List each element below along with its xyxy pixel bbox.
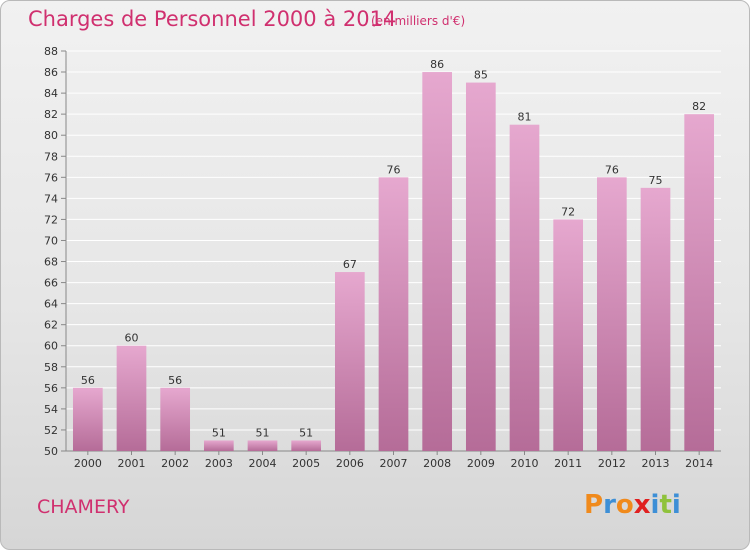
bar-2001 [116,345,147,451]
x-tick-label-2012: 2012 [598,457,626,470]
bar-2004 [247,440,278,451]
y-tick-label: 62 [44,319,58,332]
y-tick-label: 58 [44,361,58,374]
bar-2000 [72,387,103,451]
data-label-2001: 60 [125,332,139,345]
logo-letter: x [633,490,651,520]
place-name: CHAMERY [37,496,130,518]
y-tick-label: 66 [44,277,58,290]
y-tick-label: 60 [44,340,58,353]
bar-2005 [291,440,322,451]
y-tick-label: 68 [44,256,58,269]
y-tick-label: 50 [44,445,58,458]
logo-letter: i [650,490,660,520]
x-tick-label-2009: 2009 [467,457,495,470]
bar-2013 [640,187,671,451]
data-label-2000: 56 [81,374,95,387]
x-tick-label-2003: 2003 [205,457,233,470]
chart-subtitle: (en milliers d'€) [371,14,466,28]
bar-2007 [378,177,409,451]
data-label-2008: 86 [430,58,444,71]
bar-2010 [509,124,540,452]
bar-2014 [684,114,715,451]
data-label-2003: 51 [212,426,226,439]
y-tick-label: 88 [44,45,58,58]
x-tick-label-2006: 2006 [336,457,364,470]
bar-2009 [465,82,496,451]
data-label-2014: 82 [692,100,706,113]
y-tick-label: 86 [44,66,58,79]
x-tick-label-2004: 2004 [249,457,277,470]
y-tick-label: 74 [44,192,58,205]
bar-2011 [553,219,584,451]
bars [72,72,715,452]
data-label-2012: 76 [605,163,619,176]
x-tick-label-2000: 2000 [74,457,102,470]
bar-2006 [334,272,365,451]
data-label-2013: 75 [649,174,663,187]
bar-2008 [422,72,453,451]
logo-letter: t [659,490,672,520]
y-tick-label: 64 [44,298,58,311]
data-labels: 56 60 56 51 51 51 67 76 86 85 81 72 76 75 82 [81,58,706,439]
x-tick-label-2007: 2007 [380,457,408,470]
y-tick-label: 80 [44,129,58,142]
bar-2003 [203,440,234,451]
data-label-2004: 51 [256,426,270,439]
y-tick-label: 76 [44,171,58,184]
y-tick-label: 82 [44,108,58,121]
y-tick-label: 56 [44,382,58,395]
x-tick-label-2014: 2014 [685,457,713,470]
logo-letter: o [615,490,634,520]
x-tick-label-2013: 2013 [642,457,670,470]
chart-title: Charges de Personnel 2000 à 2014 [28,7,397,31]
data-label-2006: 67 [343,258,357,271]
data-label-2007: 76 [387,163,401,176]
x-tick-label-2005: 2005 [292,457,320,470]
y-tick-label: 52 [44,424,58,437]
x-tick-label-2011: 2011 [554,457,582,470]
x-tick-label-2010: 2010 [511,457,539,470]
y-tick-label: 84 [44,87,58,100]
logo-letter: i [671,490,681,520]
data-label-2010: 81 [518,111,532,124]
data-label-2009: 85 [474,69,488,82]
logo-letter: P [584,490,604,520]
logo-letter: r [603,490,616,520]
bar-2012 [596,177,627,451]
y-tick-label: 72 [44,213,58,226]
bar-2002 [160,387,191,451]
data-label-2005: 51 [299,426,313,439]
x-tick-label-2002: 2002 [161,457,189,470]
data-label-2011: 72 [561,205,575,218]
x-tick-label-2001: 2001 [118,457,146,470]
x-tick-label-2008: 2008 [423,457,451,470]
y-tick-label: 70 [44,234,58,247]
y-tick-label: 54 [44,403,58,416]
y-tick-label: 78 [44,150,58,163]
proxiti-logo[interactable]: Proxiti [584,490,681,520]
data-label-2002: 56 [168,374,182,387]
